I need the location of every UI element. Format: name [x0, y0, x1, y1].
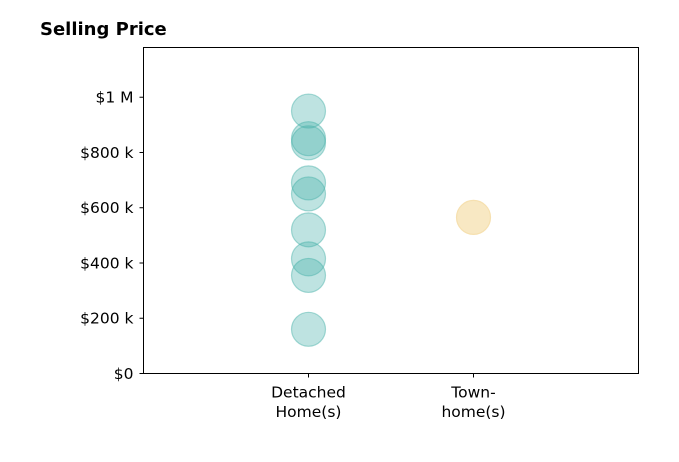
x-tick-label: Town-: [450, 384, 495, 402]
data-point: [455, 199, 492, 236]
x-tick-label: Home(s): [276, 403, 342, 421]
data-point: [290, 257, 327, 294]
data-point: [290, 165, 327, 201]
x-tick-label: home(s): [441, 403, 505, 421]
data-point: [290, 212, 327, 248]
data-point: [290, 176, 327, 212]
chart-title: Selling Price: [40, 19, 167, 40]
y-tick-label: $800 k: [80, 144, 133, 162]
data-point: [290, 241, 327, 277]
data-point: [290, 93, 327, 129]
data-point: [290, 311, 327, 347]
y-axis: $0 $200 k $400 k $600 k $800 k $1 M: [80, 89, 144, 383]
y-tick-label: $1 M: [95, 89, 133, 107]
x-tick-label: Detached: [271, 384, 346, 402]
plot-frame: [143, 47, 639, 374]
y-tick-label: $200 k: [80, 310, 133, 328]
y-tick-label: $600 k: [80, 199, 133, 217]
y-tick-label: $0: [114, 365, 134, 383]
y-tick-label: $400 k: [80, 254, 133, 272]
data-point: [290, 121, 327, 157]
data-point: [290, 125, 327, 161]
data-points: [290, 93, 492, 347]
